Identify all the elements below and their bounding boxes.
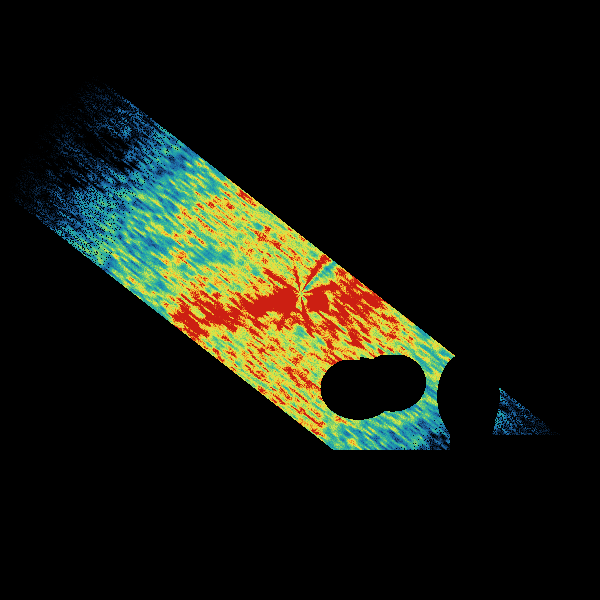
- sky-image-viewport: [0, 0, 600, 600]
- radio-sky-map-canvas: [0, 0, 600, 600]
